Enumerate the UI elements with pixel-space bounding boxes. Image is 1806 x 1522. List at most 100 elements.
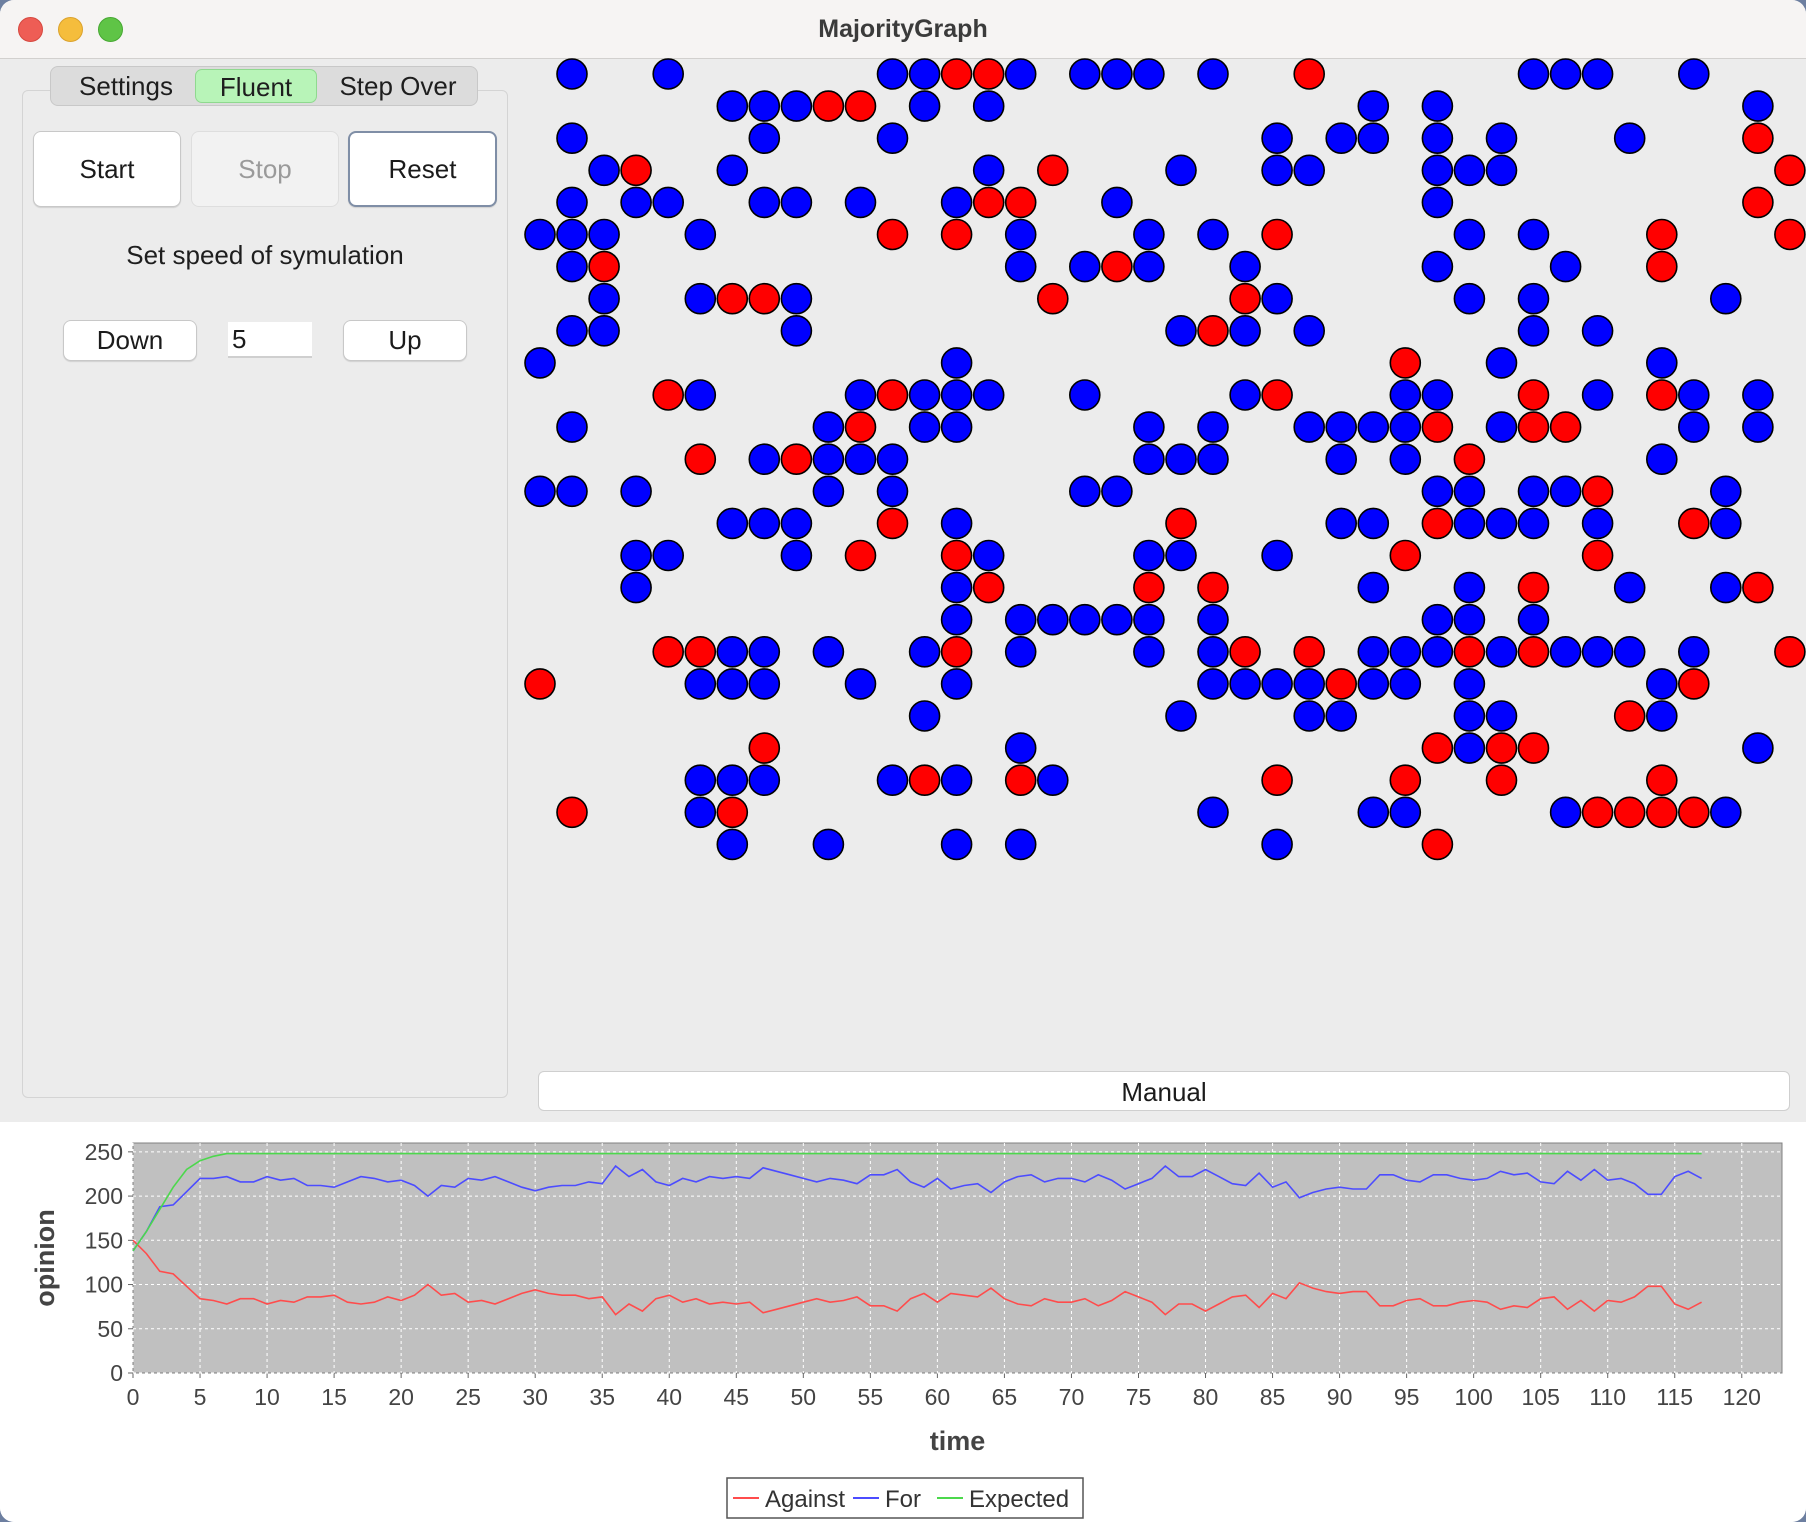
agent-for[interactable] bbox=[1197, 796, 1229, 829]
agent-against[interactable] bbox=[1742, 122, 1774, 154]
manual-button[interactable]: Manual bbox=[538, 1071, 1790, 1111]
agent-for[interactable] bbox=[684, 379, 717, 411]
agent-against[interactable] bbox=[1613, 700, 1646, 732]
agent-against[interactable] bbox=[1678, 668, 1710, 700]
agent-for[interactable] bbox=[1613, 122, 1646, 154]
agent-against[interactable] bbox=[1774, 635, 1806, 668]
agent-for[interactable] bbox=[940, 379, 973, 411]
agent-for[interactable] bbox=[972, 379, 1005, 411]
agent-for[interactable] bbox=[844, 668, 877, 700]
agent-for[interactable] bbox=[524, 475, 556, 508]
agent-for[interactable] bbox=[780, 507, 813, 540]
agent-for[interactable] bbox=[1261, 282, 1293, 315]
agent-for[interactable] bbox=[1453, 154, 1486, 187]
agent-against[interactable] bbox=[684, 635, 717, 668]
agent-for[interactable] bbox=[1613, 635, 1646, 668]
agent-against[interactable] bbox=[844, 411, 877, 443]
agent-against[interactable] bbox=[1421, 732, 1454, 764]
agent-for[interactable] bbox=[876, 475, 909, 508]
agent-against[interactable] bbox=[1485, 764, 1518, 797]
agent-for[interactable] bbox=[1004, 732, 1037, 764]
agent-for[interactable] bbox=[972, 539, 1005, 572]
agent-for[interactable] bbox=[748, 186, 781, 219]
minimize-window-button[interactable] bbox=[58, 17, 83, 42]
agent-for[interactable] bbox=[556, 186, 588, 219]
agent-for[interactable] bbox=[748, 764, 781, 797]
agent-for[interactable] bbox=[1165, 443, 1197, 476]
agent-for[interactable] bbox=[1549, 796, 1582, 829]
agent-for[interactable] bbox=[556, 475, 588, 508]
agent-for[interactable] bbox=[1101, 475, 1133, 508]
agent-against[interactable] bbox=[940, 218, 973, 251]
agent-for[interactable] bbox=[1646, 668, 1678, 700]
agent-for[interactable] bbox=[1742, 732, 1774, 764]
agent-for[interactable] bbox=[1389, 635, 1422, 668]
agent-against[interactable] bbox=[1774, 154, 1806, 187]
agent-for[interactable] bbox=[1453, 700, 1486, 732]
agent-for[interactable] bbox=[1453, 668, 1486, 700]
agent-for[interactable] bbox=[1133, 250, 1165, 283]
agent-against[interactable] bbox=[1421, 507, 1454, 540]
agent-for[interactable] bbox=[812, 443, 845, 476]
agent-for[interactable] bbox=[1357, 635, 1390, 668]
agent-for[interactable] bbox=[1133, 635, 1165, 668]
agent-for[interactable] bbox=[1517, 218, 1550, 251]
agent-for[interactable] bbox=[1389, 379, 1422, 411]
agent-for[interactable] bbox=[1068, 250, 1101, 283]
agent-for[interactable] bbox=[1261, 539, 1293, 572]
agent-against[interactable] bbox=[940, 58, 973, 90]
agent-for[interactable] bbox=[1485, 635, 1518, 668]
agent-for[interactable] bbox=[780, 539, 813, 572]
agent-for[interactable] bbox=[588, 314, 620, 347]
agent-against[interactable] bbox=[1293, 58, 1326, 90]
agent-for[interactable] bbox=[1517, 475, 1550, 508]
agent-for[interactable] bbox=[716, 90, 749, 122]
agent-against[interactable] bbox=[1646, 379, 1678, 411]
agent-against[interactable] bbox=[1581, 539, 1614, 572]
agent-for[interactable] bbox=[524, 347, 556, 379]
agent-for[interactable] bbox=[620, 539, 652, 572]
agent-against[interactable] bbox=[1325, 668, 1358, 700]
agent-against[interactable] bbox=[620, 154, 652, 187]
agent-for[interactable] bbox=[556, 58, 588, 90]
agent-for[interactable] bbox=[1293, 314, 1326, 347]
agent-against[interactable] bbox=[1453, 443, 1486, 476]
agent-for[interactable] bbox=[1421, 90, 1454, 122]
agent-against[interactable] bbox=[1389, 764, 1422, 797]
agent-against[interactable] bbox=[652, 635, 684, 668]
agent-for[interactable] bbox=[1101, 603, 1133, 636]
agent-against[interactable] bbox=[1613, 796, 1646, 829]
tab-fluent[interactable]: Fluent bbox=[195, 69, 317, 103]
agent-for[interactable] bbox=[1453, 732, 1486, 764]
agent-for[interactable] bbox=[1742, 90, 1774, 122]
agent-for[interactable] bbox=[908, 635, 941, 668]
agent-for[interactable] bbox=[1710, 571, 1742, 604]
agent-for[interactable] bbox=[940, 603, 973, 636]
agent-against[interactable] bbox=[1517, 379, 1550, 411]
agent-for[interactable] bbox=[812, 411, 845, 443]
agent-for[interactable] bbox=[1421, 186, 1454, 219]
agent-against[interactable] bbox=[1229, 635, 1261, 668]
agent-for[interactable] bbox=[1453, 282, 1486, 315]
agent-for[interactable] bbox=[556, 122, 588, 154]
start-button[interactable]: Start bbox=[33, 131, 181, 207]
agent-for[interactable] bbox=[1646, 700, 1678, 732]
agent-for[interactable] bbox=[812, 635, 845, 668]
agent-against[interactable] bbox=[780, 443, 813, 476]
agent-for[interactable] bbox=[1197, 635, 1229, 668]
agent-for[interactable] bbox=[1581, 635, 1614, 668]
agent-against[interactable] bbox=[748, 282, 781, 315]
agent-for[interactable] bbox=[1165, 700, 1197, 732]
agent-for[interactable] bbox=[1325, 122, 1358, 154]
agent-against[interactable] bbox=[1581, 796, 1614, 829]
agent-against[interactable] bbox=[940, 635, 973, 668]
agent-against[interactable] bbox=[1646, 796, 1678, 829]
agent-for[interactable] bbox=[1004, 635, 1037, 668]
agent-for[interactable] bbox=[716, 668, 749, 700]
agent-for[interactable] bbox=[620, 475, 652, 508]
agent-for[interactable] bbox=[684, 764, 717, 797]
stop-button[interactable]: Stop bbox=[191, 131, 339, 207]
agent-for[interactable] bbox=[908, 58, 941, 90]
agent-for[interactable] bbox=[1453, 475, 1486, 508]
agent-for[interactable] bbox=[1421, 379, 1454, 411]
